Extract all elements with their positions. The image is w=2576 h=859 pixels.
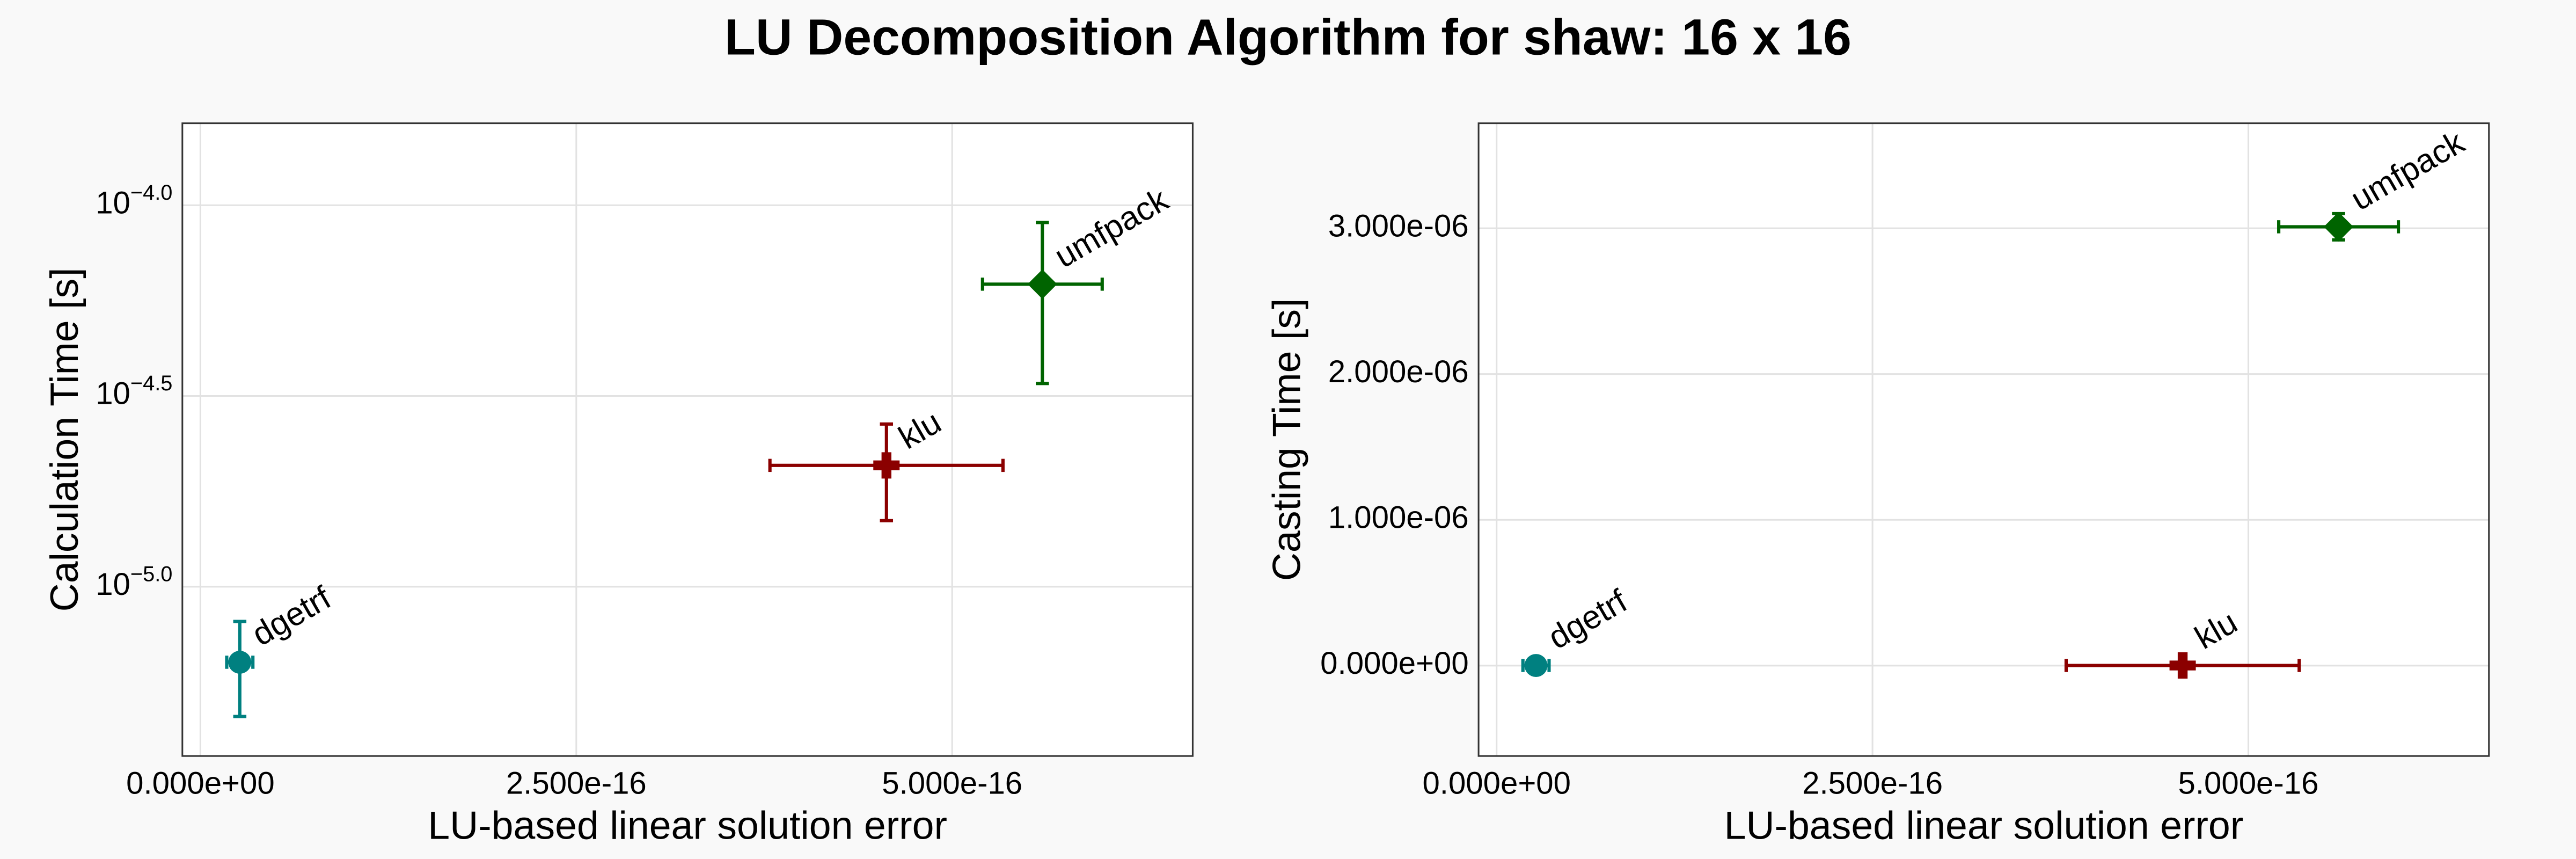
- y-tick-label: 2.000e-06: [1328, 354, 1469, 389]
- y-tick-label: 10−4.0: [96, 180, 172, 220]
- marker: [228, 651, 252, 674]
- y-axis-label: Calculation Time [s]: [42, 267, 86, 612]
- marker: [2169, 652, 2196, 679]
- y-axis-label: Casting Time [s]: [1264, 299, 1308, 581]
- x-axis-label: LU-based linear solution error: [1724, 803, 2244, 847]
- x-tick-label: 5.000e-16: [882, 766, 1022, 801]
- marker: [2324, 212, 2354, 242]
- y-tick-label: 1.000e-06: [1328, 500, 1469, 535]
- x-tick-label: 0.000e+00: [126, 766, 275, 801]
- x-tick-label: 0.000e+00: [1422, 766, 1571, 801]
- x-axis-label: LU-based linear solution error: [428, 803, 947, 847]
- figure-title: LU Decomposition Algorithm for shaw: 16 …: [724, 9, 1851, 66]
- marker: [1524, 654, 1548, 677]
- plot-frame: [1477, 122, 2490, 757]
- y-tick-label: 10−4.5: [96, 372, 172, 411]
- y-tick-label: 10−5.0: [96, 562, 172, 602]
- plot-frame: [181, 122, 1194, 757]
- marker: [873, 452, 900, 479]
- plot-area: [182, 123, 1193, 756]
- x-tick-label: 2.500e-16: [506, 766, 647, 801]
- x-tick-label: 2.500e-16: [1802, 766, 1943, 801]
- y-tick-label: 0.000e+00: [1320, 646, 1469, 681]
- y-tick-label: 3.000e-06: [1328, 208, 1469, 243]
- x-tick-label: 5.000e-16: [2178, 766, 2319, 801]
